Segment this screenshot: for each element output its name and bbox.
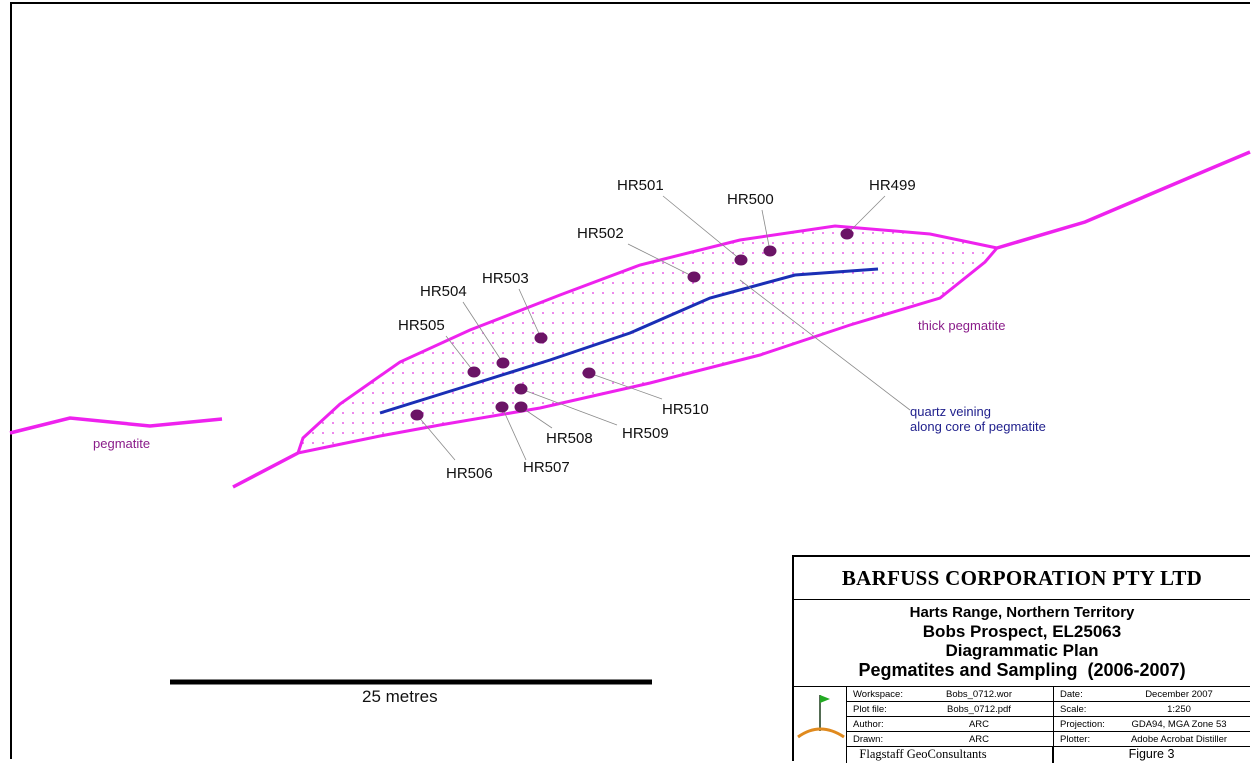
sample-point-hr510: [582, 367, 596, 379]
field-row: Scale: 1:250: [1054, 702, 1250, 717]
quartz-vein-line: [379, 267, 879, 415]
map-frame: [10, 2, 1250, 759]
project-title: Harts Range, Northern Territory Bobs Pro…: [794, 600, 1250, 687]
organization-name: Flagstaff GeoConsultants: [794, 747, 1053, 763]
sample-label-hr501: HR501: [617, 177, 664, 194]
title-block-footer: Flagstaff GeoConsultants Figure 3: [794, 747, 1250, 763]
sample-labels: HR499 HR500 HR501 HR502 HR503 HR504 HR50…: [398, 177, 916, 482]
sample-point-hr507: [495, 401, 509, 413]
field-row: Projection: GDA94, MGA Zone 53: [1054, 717, 1250, 732]
field-row: Author: ARC: [847, 717, 1053, 732]
title-block-right-fields: Date: December 2007 Scale: 1:250 Projectio…: [1054, 687, 1250, 763]
label-pegmatite: pegmatite: [93, 436, 150, 451]
company-name: BARFUSS CORPORATION PTY LTD: [794, 557, 1250, 600]
figure-number: Figure 3: [1128, 747, 1175, 761]
sample-point-hr509: [514, 383, 528, 395]
thick-pegmatite-body: [295, 224, 1000, 455]
sample-label-hr507: HR507: [523, 459, 570, 476]
scale-bar-label: 25 metres: [362, 687, 438, 706]
leader-lines: [416, 195, 911, 461]
sample-point-hr499: [840, 228, 854, 240]
sample-label-hr500: HR500: [727, 191, 774, 208]
sample-label-hr510: HR510: [662, 401, 709, 418]
sample-point-hr508: [514, 401, 528, 413]
sample-label-hr508: HR508: [546, 430, 593, 447]
flagstaff-logo: [794, 687, 847, 763]
field-row: Plot file: Bobs_0712.pdf: [847, 702, 1053, 717]
field-row: Workspace: Bobs_0712.wor: [847, 687, 1053, 702]
flag-icon: [797, 695, 845, 739]
sample-label-hr505: HR505: [398, 317, 445, 334]
title-block-left-fields: Workspace: Bobs_0712.wor Plot file: Bobs_0…: [847, 687, 1054, 763]
field-row: Drawn: ARC: [847, 732, 1053, 747]
sample-point-hr501: [734, 254, 748, 266]
sample-point-hr505: [467, 366, 481, 378]
label-quartz-veining-2: along core of pegmatite: [910, 419, 1046, 434]
pegmatite-dyke-left: [9, 416, 223, 435]
sample-point-hr506: [410, 409, 424, 421]
sample-point-hr500: [763, 245, 777, 257]
pegmatite-tail-ne: [996, 150, 1251, 250]
sample-label-hr503: HR503: [482, 270, 529, 287]
project-location: Harts Range, Northern Territory: [909, 604, 1135, 622]
sample-point-hr504: [496, 357, 510, 369]
sample-label-hr506: HR506: [446, 465, 493, 482]
sample-label-hr499: HR499: [869, 177, 916, 194]
sample-points: [410, 228, 854, 421]
label-quartz-veining: quartz veining: [910, 404, 991, 419]
sample-label-hr504: HR504: [420, 283, 467, 300]
project-plan-type: Diagrammatic Plan: [945, 641, 1099, 661]
pegmatite-tail-sw: [232, 451, 299, 489]
sample-label-hr509: HR509: [622, 425, 669, 442]
title-block: BARFUSS CORPORATION PTY LTD Harts Range,…: [792, 555, 1250, 763]
sample-point-hr502: [687, 271, 701, 283]
project-prospect: Bobs Prospect, EL25063: [922, 622, 1122, 642]
sample-point-hr503: [534, 332, 548, 344]
field-row: Plotter: Adobe Acrobat Distiller: [1054, 732, 1250, 747]
label-thick-pegmatite: thick pegmatite: [918, 318, 1005, 333]
title-block-fields: Workspace: Bobs_0712.wor Plot file: Bobs_0…: [794, 687, 1250, 763]
field-row: Date: December 2007: [1054, 687, 1250, 702]
sample-label-hr502: HR502: [577, 225, 624, 242]
project-subject: Pegmatites and Sampling (2006-2007): [858, 660, 1186, 681]
